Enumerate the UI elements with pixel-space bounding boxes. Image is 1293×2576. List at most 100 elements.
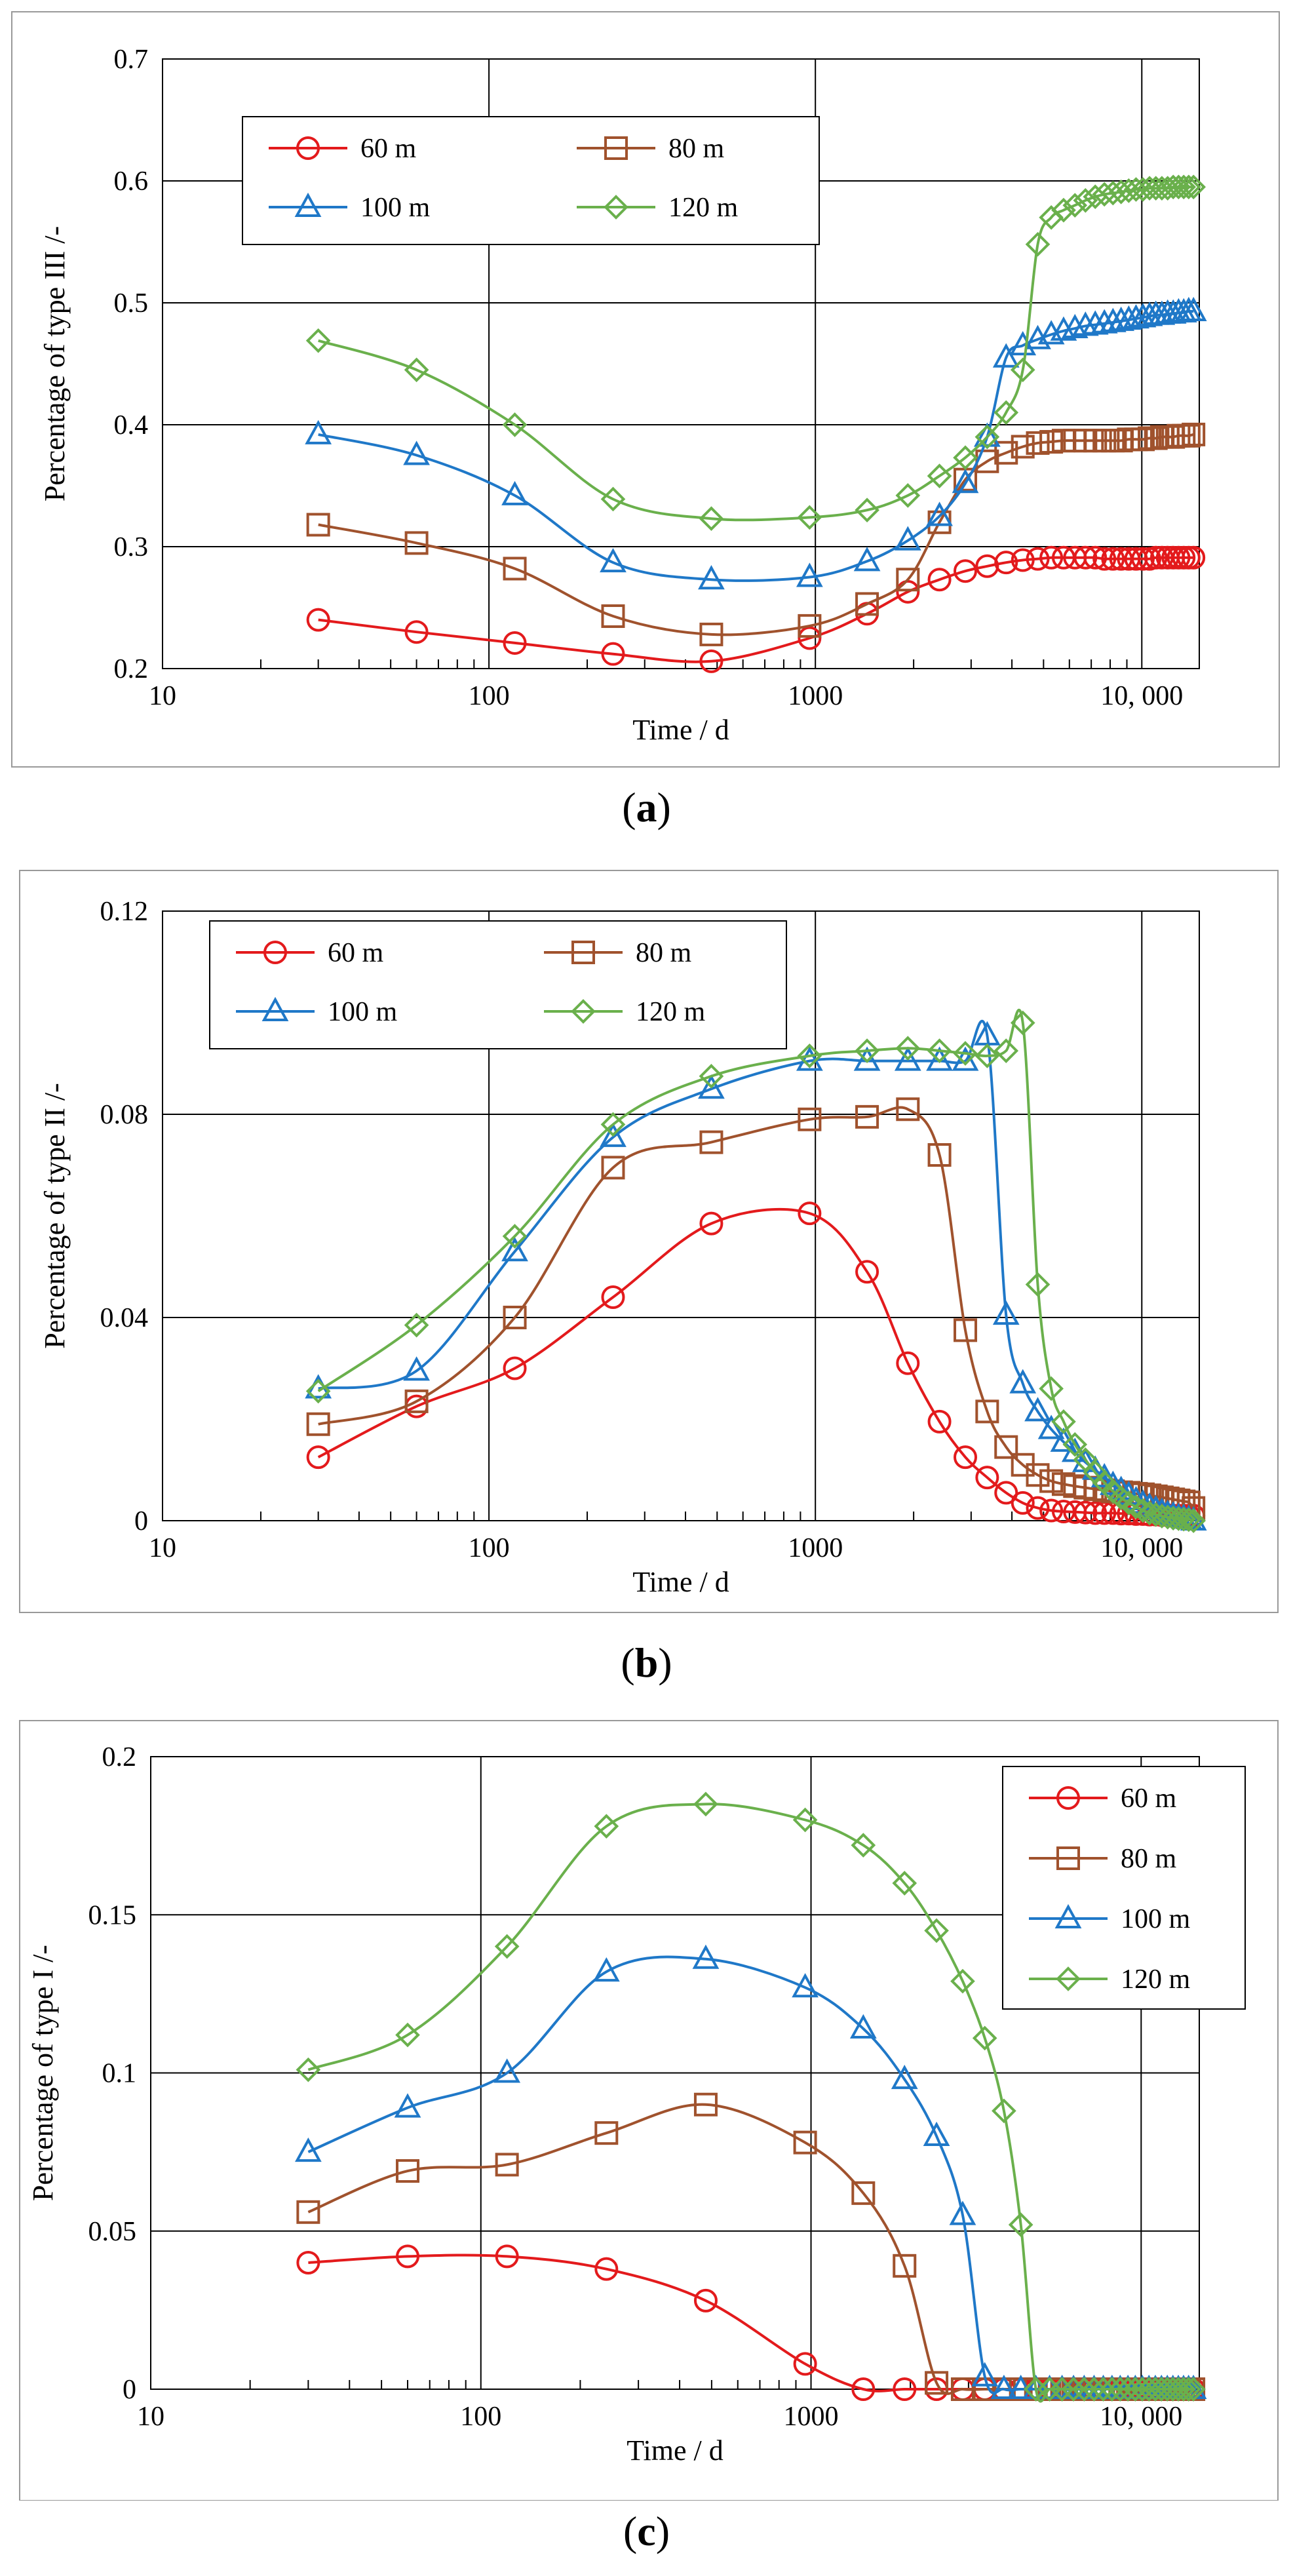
x-axis-label: Time / d bbox=[632, 714, 729, 746]
y-tick-label: 0.2 bbox=[114, 654, 149, 684]
legend-marker bbox=[1056, 1966, 1081, 1991]
data-point bbox=[927, 1143, 952, 1167]
legend-label: 120 m bbox=[636, 997, 706, 1027]
data-point bbox=[1073, 545, 1098, 570]
y-tick-label: 0.7 bbox=[114, 45, 149, 75]
data-point bbox=[855, 592, 879, 616]
data-point bbox=[1071, 2377, 1097, 2402]
data-point bbox=[994, 1481, 1018, 1505]
data-point bbox=[924, 1918, 949, 1943]
x-tick-label: 10 bbox=[149, 1533, 176, 1563]
legend: 60 m 80 m 100 m 120 m bbox=[1002, 1766, 1246, 2010]
panel-b: 0 0.04 0.08 0.12 10 100 1000 10, 000 Time / d Per… bbox=[0, 846, 1293, 1704]
data-point bbox=[1010, 357, 1035, 383]
data-point bbox=[971, 2362, 999, 2387]
data-point bbox=[698, 565, 725, 590]
data-point bbox=[404, 620, 429, 644]
data-point bbox=[1011, 435, 1035, 459]
data-point bbox=[1161, 1506, 1186, 1531]
data-point bbox=[305, 420, 332, 444]
data-point bbox=[503, 556, 527, 581]
data-point bbox=[600, 1122, 627, 1147]
data-point bbox=[1171, 2377, 1196, 2402]
data-point bbox=[394, 2093, 421, 2118]
data-point bbox=[793, 2352, 817, 2376]
x-tick-label: 10, 000 bbox=[1100, 681, 1183, 711]
data-point bbox=[395, 2022, 420, 2048]
data-point bbox=[1130, 177, 1155, 202]
data-point bbox=[1180, 296, 1207, 322]
data-point bbox=[699, 1211, 724, 1236]
data-point bbox=[306, 1412, 330, 1436]
data-point bbox=[954, 559, 978, 583]
data-point bbox=[927, 568, 952, 592]
data-point bbox=[954, 1318, 978, 1342]
data-point bbox=[1099, 2377, 1125, 2402]
data-point bbox=[600, 548, 627, 573]
data-point bbox=[1116, 1491, 1142, 1515]
data-point bbox=[896, 1351, 920, 1375]
legend-label: 100 m bbox=[328, 997, 398, 1027]
x-axis-label: Time / d bbox=[627, 2434, 724, 2467]
data-point bbox=[601, 1285, 625, 1309]
data-point bbox=[503, 1306, 527, 1329]
data-point bbox=[1083, 545, 1108, 570]
data-point bbox=[493, 2058, 521, 2083]
data-point bbox=[896, 1097, 920, 1122]
data-point bbox=[1181, 174, 1206, 200]
chart-c: 0 0.05 0.1 0.15 0.2 10 100 1000 10, 000 Time / d P… bbox=[19, 1720, 1279, 2501]
legend-marker bbox=[1056, 1846, 1080, 1870]
data-point bbox=[1083, 1501, 1108, 1525]
data-point bbox=[601, 1156, 625, 1180]
data-point bbox=[1101, 547, 1125, 571]
data-point bbox=[949, 2200, 976, 2225]
series-60-m bbox=[306, 545, 1206, 673]
data-point bbox=[798, 1107, 822, 1131]
data-point bbox=[853, 547, 881, 572]
data-point bbox=[1130, 1498, 1155, 1523]
data-point bbox=[1039, 1376, 1064, 1401]
data-point bbox=[1011, 548, 1035, 572]
data-point bbox=[1037, 1415, 1065, 1439]
data-point bbox=[1008, 2212, 1033, 2237]
x-axis-label: Time / d bbox=[632, 1566, 729, 1598]
data-point bbox=[994, 551, 1018, 575]
data-point bbox=[1039, 1469, 1064, 1493]
legend-marker bbox=[604, 195, 628, 220]
data-point bbox=[296, 2057, 321, 2082]
y-tick-label: 0.08 bbox=[100, 1100, 149, 1130]
x-tick-label: 1000 bbox=[784, 2402, 839, 2432]
data-point bbox=[404, 357, 429, 383]
legend-label: 100 m bbox=[1121, 1904, 1191, 1934]
data-point bbox=[693, 2092, 718, 2117]
y-tick-label: 0 bbox=[123, 2375, 136, 2405]
data-point bbox=[404, 1312, 429, 1338]
data-point bbox=[896, 568, 920, 592]
data-point bbox=[793, 2130, 817, 2155]
legend-label: 120 m bbox=[1121, 1964, 1191, 1995]
series-120-m bbox=[296, 1791, 1206, 2403]
data-point bbox=[1025, 231, 1051, 257]
data-point bbox=[1051, 197, 1076, 223]
data-point bbox=[992, 2098, 1016, 2124]
plot-area bbox=[150, 1756, 1200, 2390]
data-point bbox=[305, 328, 331, 353]
data-point bbox=[894, 526, 921, 551]
data-point bbox=[953, 1041, 978, 1066]
legend-label: 80 m bbox=[636, 938, 692, 968]
series-100-m bbox=[305, 296, 1207, 590]
data-point bbox=[895, 483, 921, 508]
data-point bbox=[1039, 430, 1064, 454]
caption-b: (b) bbox=[621, 1639, 672, 1686]
data-point bbox=[1144, 545, 1168, 570]
legend-label: 80 m bbox=[668, 134, 725, 164]
plot-area bbox=[162, 910, 1200, 1521]
data-point bbox=[891, 2064, 918, 2090]
data-point bbox=[855, 1104, 879, 1129]
data-point bbox=[594, 1814, 619, 1839]
data-point bbox=[1143, 2377, 1168, 2402]
legend-marker bbox=[604, 136, 628, 160]
data-point bbox=[503, 631, 527, 655]
data-point bbox=[975, 1399, 999, 1424]
data-point bbox=[1182, 545, 1206, 570]
